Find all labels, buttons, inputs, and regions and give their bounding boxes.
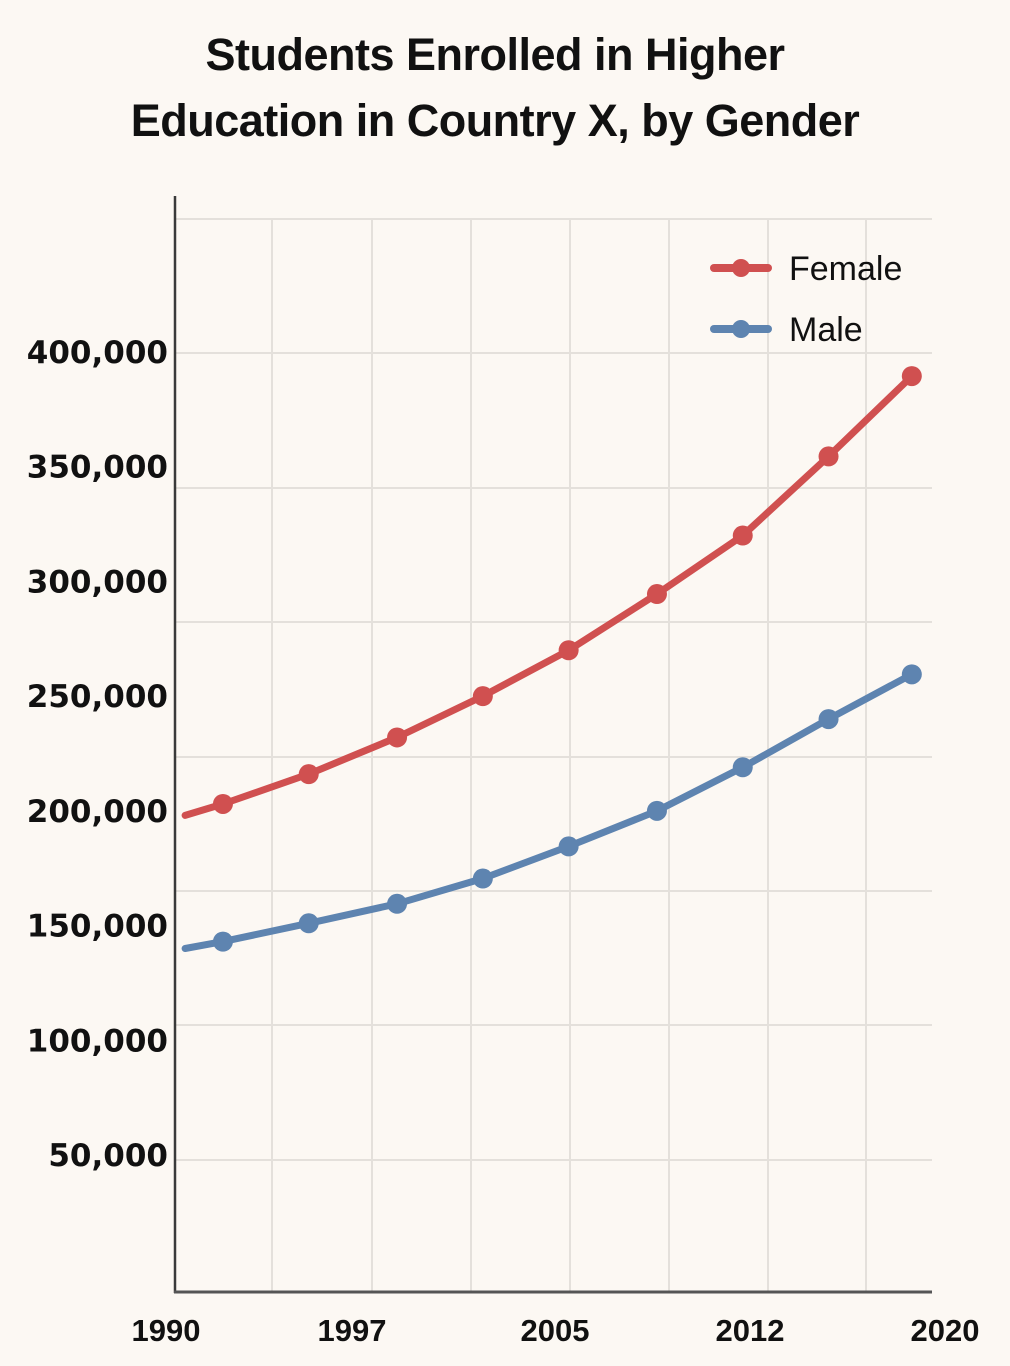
series-line-male xyxy=(181,670,916,952)
data-point-female xyxy=(901,366,922,387)
data-point-male xyxy=(212,931,233,952)
x-tick-label: 1997 xyxy=(318,1313,387,1348)
data-point-female xyxy=(732,525,753,546)
series-line-female xyxy=(181,372,916,819)
data-point-female xyxy=(646,584,667,605)
y-tick-label: 150,000 xyxy=(27,909,168,945)
x-tick-label: 1990 xyxy=(132,1313,201,1348)
x-tick-label: 2012 xyxy=(716,1313,785,1348)
grid-lines xyxy=(176,218,932,1292)
data-point-female xyxy=(472,686,493,707)
data-point-female xyxy=(387,727,408,748)
x-tick-label: 2005 xyxy=(521,1313,590,1348)
data-point-male xyxy=(387,893,408,914)
data-point-female xyxy=(298,764,319,785)
y-tick-label: 350,000 xyxy=(27,450,168,486)
data-point-male xyxy=(732,757,753,778)
chart-title-line-2: Education in Country X, by Gender xyxy=(130,95,860,146)
series-female xyxy=(181,366,922,819)
data-point-male xyxy=(298,913,319,934)
y-tick-label: 50,000 xyxy=(48,1138,168,1174)
legend-swatch-male-marker xyxy=(732,320,750,338)
legend-label-male: Male xyxy=(789,311,863,349)
series-male xyxy=(181,664,922,952)
legend-label-female: Female xyxy=(789,250,902,288)
data-point-male xyxy=(646,800,667,821)
data-point-female xyxy=(212,793,233,814)
y-tick-label: 300,000 xyxy=(27,564,168,600)
y-tick-labels: 400,000 350,000 300,000 250,000 200,000 150,0… xyxy=(27,335,168,1174)
data-point-male xyxy=(472,868,493,889)
data-point-male xyxy=(818,709,839,730)
data-point-female xyxy=(818,446,839,467)
y-tick-label: 100,000 xyxy=(27,1023,168,1059)
y-tick-label: 200,000 xyxy=(27,794,168,830)
y-tick-label: 400,000 xyxy=(27,335,168,371)
series-layer xyxy=(181,366,922,952)
legend-swatch-female-marker xyxy=(732,259,750,277)
x-tick-label: 2020 xyxy=(911,1313,980,1348)
x-tick-labels: 1990 1997 2005 2012 2020 xyxy=(132,1313,980,1348)
chart-title-line-1: Students Enrolled in Higher xyxy=(205,29,785,80)
data-point-male xyxy=(901,664,922,685)
chart-title: Students Enrolled in Higher Education in… xyxy=(0,22,990,154)
legend-item-male: Male xyxy=(710,311,863,349)
legend: Female Male xyxy=(710,250,902,349)
axes xyxy=(173,196,932,1294)
legend-item-female: Female xyxy=(710,250,902,288)
data-point-male xyxy=(558,836,579,857)
data-point-female xyxy=(558,640,579,661)
y-tick-label: 250,000 xyxy=(27,679,168,715)
